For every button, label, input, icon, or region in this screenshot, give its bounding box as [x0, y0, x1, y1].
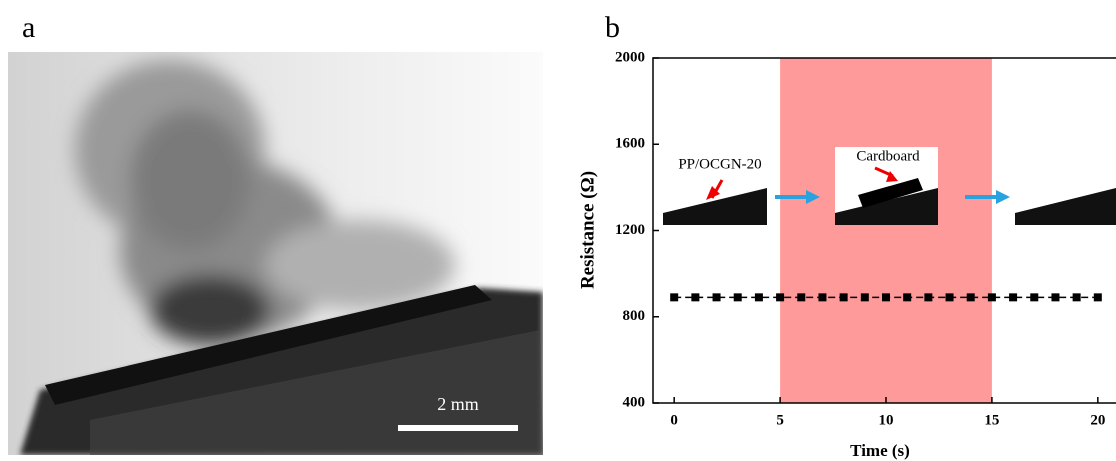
- x-tick-label: 0: [670, 412, 678, 428]
- annotation: Cardboard: [856, 148, 920, 164]
- insets: PP/OCGN-20 Cardboard: [663, 147, 1116, 225]
- data-point: [712, 293, 721, 302]
- panel-label: a: [22, 11, 35, 44]
- data-point: [966, 293, 975, 302]
- data-point: [1093, 293, 1102, 302]
- x-tick-label: 15: [984, 412, 999, 428]
- x-tick-label: 10: [879, 412, 894, 428]
- x-tick-label: 20: [1090, 412, 1105, 428]
- y-tick-label: 400: [623, 394, 646, 410]
- y-tick-label: 1600: [615, 136, 645, 152]
- data-point: [1051, 293, 1060, 302]
- y-tick-label: 800: [623, 308, 646, 324]
- data-point: [670, 293, 679, 302]
- y-tick-label: 2000: [615, 49, 645, 65]
- data-point: [839, 293, 848, 302]
- x-tick-label: 5: [776, 412, 784, 428]
- data-point: [1072, 293, 1081, 302]
- data-point: [860, 293, 869, 302]
- data-point: [691, 293, 700, 302]
- data-point: [903, 293, 912, 302]
- annotation: PP/OCGN-20: [678, 156, 761, 172]
- panel-label: b: [605, 11, 620, 44]
- data-point: [882, 293, 890, 302]
- data-point: [733, 293, 742, 302]
- data-point: [945, 293, 954, 302]
- data-point: [924, 293, 933, 302]
- data-point: [1009, 293, 1018, 302]
- y-axis-label: Resistance (Ω): [577, 171, 598, 289]
- x-axis-label: Time (s): [850, 441, 910, 460]
- data-point: [987, 293, 996, 302]
- data-point: [797, 293, 806, 302]
- data-point: [1030, 293, 1039, 302]
- highlight-region: [780, 58, 992, 403]
- data-point: [818, 293, 827, 302]
- y-tick-label: 1200: [615, 222, 645, 238]
- scale-bar-label: 2 mm: [437, 394, 479, 414]
- data-point: [754, 293, 763, 302]
- micrograph: 2 mm: [8, 52, 543, 455]
- data-point: [776, 293, 785, 302]
